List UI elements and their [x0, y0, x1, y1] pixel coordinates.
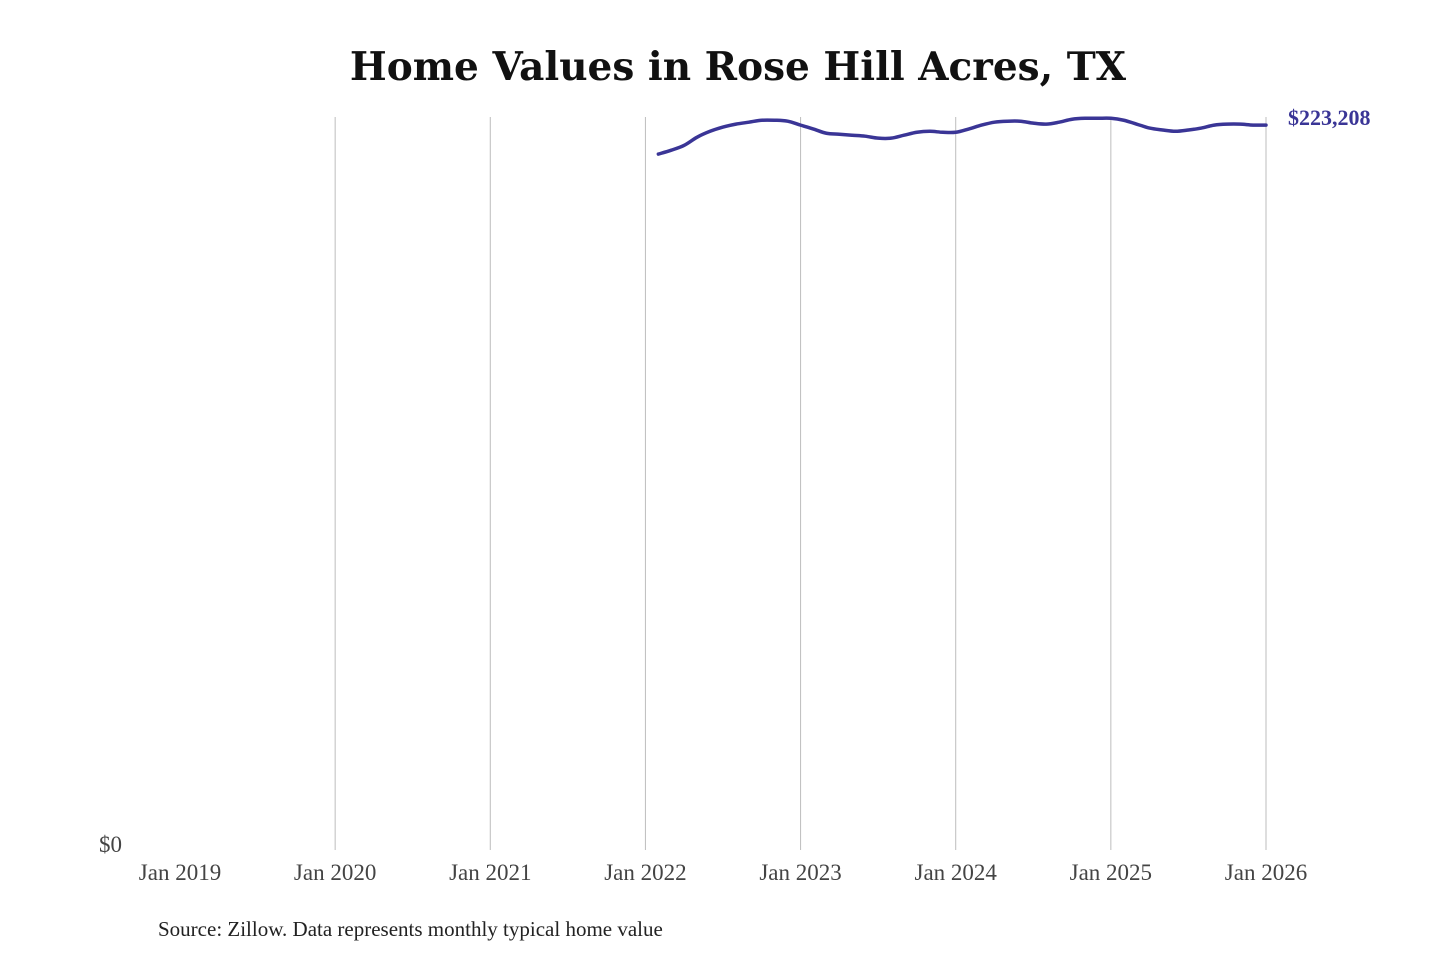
x-tick-label: Jan 2023 [759, 860, 841, 885]
chart-title: Home Values in Rose Hill Acres, TX [349, 44, 1127, 90]
x-tick-label: Jan 2021 [449, 860, 531, 885]
source-note: Source: Zillow. Data represents monthly … [158, 917, 663, 941]
end-value-label: $223,208 [1288, 105, 1371, 130]
x-tick-label: Jan 2019 [139, 860, 221, 885]
x-tick-label: Jan 2026 [1225, 860, 1307, 885]
x-tick-label: Jan 2022 [604, 860, 686, 885]
x-tick-label: Jan 2025 [1070, 860, 1152, 885]
series-line [656, 116, 1268, 156]
y-tick-label: $0 [99, 832, 122, 857]
x-tick-label: Jan 2024 [915, 860, 998, 885]
x-tick-label: Jan 2020 [294, 860, 376, 885]
